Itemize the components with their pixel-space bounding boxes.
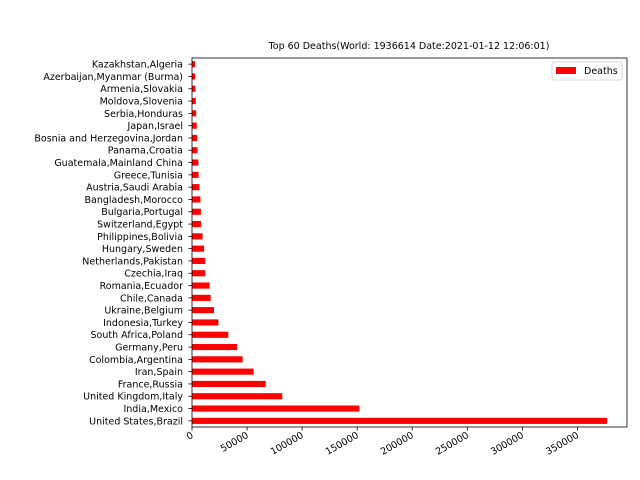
y-tick-label: Switzerland,Egypt xyxy=(97,219,183,230)
bar xyxy=(192,85,196,92)
bar xyxy=(192,134,198,142)
bar xyxy=(192,147,198,154)
y-tick-label: Indonesia,Turkey xyxy=(103,318,183,329)
bar xyxy=(192,220,202,228)
y-tick-label: Moldova,Slovenia xyxy=(100,96,183,107)
y-tick-label: Armenia,Slovakia xyxy=(100,84,183,95)
y-tick-label: Serbia,Honduras xyxy=(104,109,183,120)
bar xyxy=(192,294,211,301)
bar xyxy=(192,368,254,375)
y-tick-label: South Africa,Poland xyxy=(91,330,183,341)
plot-frame xyxy=(191,57,628,428)
bar xyxy=(192,61,196,68)
x-tick-label: 0 xyxy=(185,430,196,443)
bar xyxy=(192,331,229,338)
y-tick-label: Azerbaijan,Myanmar (Burma) xyxy=(43,72,183,83)
y-tick-label: Bosnia and Herzegovina,Jordan xyxy=(34,133,183,144)
y-tick-label: Guatemala,Mainland China xyxy=(54,158,183,169)
legend-swatch xyxy=(556,67,576,74)
y-tick-label: France,Russia xyxy=(118,379,183,390)
y-tick-label: Japan,Israel xyxy=(127,121,183,132)
legend-box xyxy=(551,61,623,81)
bar xyxy=(192,307,215,314)
bar xyxy=(192,417,608,424)
y-tick-label: Colombia,Argentina xyxy=(89,355,183,366)
y-tick-label: Netherlands,Pakistan xyxy=(82,256,183,267)
bar xyxy=(192,208,201,215)
y-tick-label: Czechia,Iraq xyxy=(124,269,183,280)
y-tick-label: India,Mexico xyxy=(123,404,183,415)
bar xyxy=(192,343,238,351)
chart-title: Top 60 Deaths(World: 1936614 Date:2021-0… xyxy=(268,41,550,52)
bar xyxy=(192,270,206,277)
y-tick-label: Chile,Canada xyxy=(120,293,183,304)
legend: Deaths xyxy=(551,61,623,81)
bar xyxy=(192,245,205,252)
bar xyxy=(192,196,201,203)
y-tick-label: Austria,Saudi Arabia xyxy=(86,183,183,194)
bar xyxy=(192,319,219,326)
y-tick-label: Kazakhstan,Algeria xyxy=(92,60,183,71)
y-tick-label: Hungary,Sweden xyxy=(102,244,183,255)
y-tick-label: Philippines,Bolivia xyxy=(97,232,183,243)
y-tick-label: Greece,Tunisia xyxy=(114,170,183,181)
bar xyxy=(192,257,206,265)
bar xyxy=(192,159,199,166)
bar xyxy=(192,393,283,400)
bar xyxy=(192,184,200,191)
y-tick-label: Ukraine,Belgium xyxy=(104,306,183,317)
y-tick-label: Romania,Ecuador xyxy=(100,281,183,292)
bar xyxy=(192,73,196,80)
y-tick-label: Bangladesh,Morocco xyxy=(85,195,184,206)
y-tick-label: United States,Brazil xyxy=(89,416,183,427)
bar xyxy=(192,405,360,412)
y-tick-label: United Kingdom,Italy xyxy=(83,392,183,403)
bar xyxy=(192,122,197,129)
bar xyxy=(192,282,210,289)
y-tick-label: Iran,Spain xyxy=(135,367,183,378)
bar xyxy=(192,356,243,363)
bar xyxy=(192,97,196,105)
y-tick-label: Panama,Croatia xyxy=(108,146,183,157)
bar xyxy=(192,233,203,240)
bar xyxy=(192,171,199,178)
bar xyxy=(192,380,266,388)
y-tick-label: Germany,Peru xyxy=(115,342,183,353)
bar xyxy=(192,110,197,117)
y-tick-label: Bulgaria,Portugal xyxy=(101,207,183,218)
bars-layer xyxy=(192,61,608,424)
legend-label: Deaths xyxy=(584,66,618,77)
